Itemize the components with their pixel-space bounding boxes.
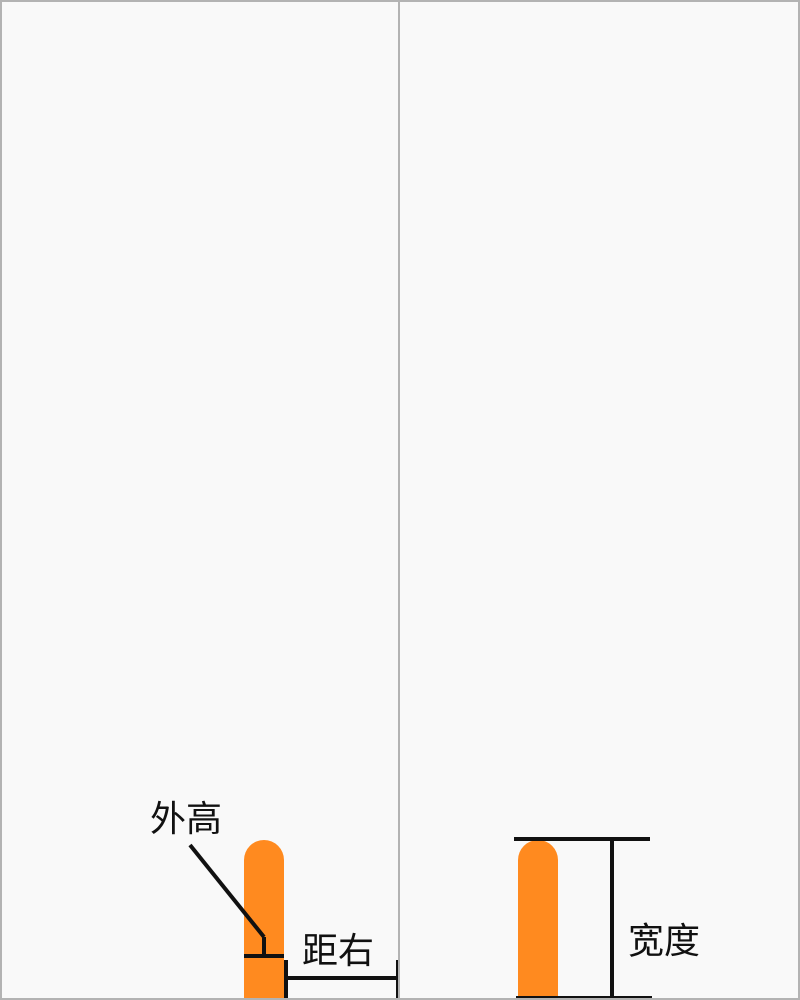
left-orange-bar: [244, 840, 284, 998]
right-distance-label: 距右: [302, 931, 375, 972]
left-panel-drawing: [188, 840, 398, 998]
right-panel-drawing: [514, 837, 652, 998]
outer-height-label: 外高: [150, 799, 223, 840]
left-panel: 外高 距右: [0, 0, 400, 1000]
right-orange-bar: [518, 840, 558, 998]
outer-height-leader-line: [188, 843, 266, 939]
right-panel: 宽度: [400, 0, 800, 1000]
width-label: 宽度: [628, 921, 701, 962]
